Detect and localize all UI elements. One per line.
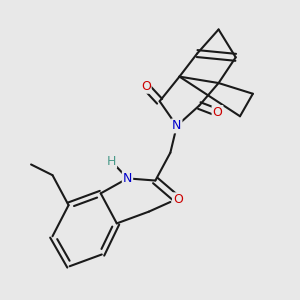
Text: H: H (107, 155, 116, 168)
Text: O: O (213, 106, 222, 119)
Text: N: N (123, 172, 132, 185)
Text: N: N (172, 119, 182, 132)
Text: O: O (141, 80, 151, 93)
Text: O: O (173, 193, 183, 206)
